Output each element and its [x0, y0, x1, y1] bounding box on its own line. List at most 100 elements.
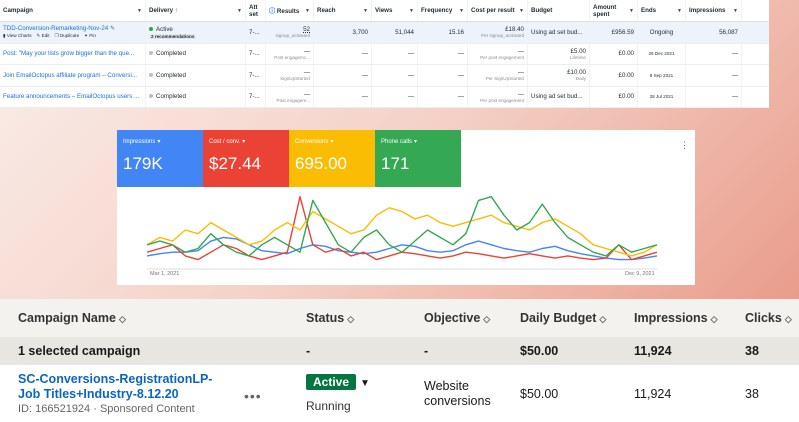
delivery-status: Completed [156, 50, 186, 58]
pin-icon: ✦ [84, 33, 88, 39]
cpr-value: £18.40 [505, 26, 524, 34]
metric-value: $27.44 [209, 154, 261, 173]
col-delivery[interactable]: Delivery ↑ ▼ [146, 0, 246, 21]
campaign-name-link[interactable]: Post: "May your lists grow bigger than t… [3, 50, 135, 58]
delivery-cell: Completed [146, 65, 246, 86]
table-row[interactable]: Join EmailOctopus affiliate program – Co… [0, 65, 769, 87]
col-amount-spent[interactable]: Amount spent ▼ [590, 0, 638, 21]
col-campaign[interactable]: Campaign ▼ [0, 0, 146, 21]
col-budget[interactable]: Budget [528, 0, 590, 21]
status-dropdown[interactable]: Active ▼ [306, 374, 406, 390]
ends-cell: 6 Sep 2021 [638, 65, 686, 86]
caret-down-icon: ▾ [330, 139, 334, 145]
results-value: 52 [303, 26, 310, 34]
col-label: Results [276, 8, 300, 15]
col-status[interactable]: Status ◇ [288, 311, 406, 325]
col-daily-budget[interactable]: Daily Budget ◇ [502, 311, 616, 325]
campaign-name-link[interactable]: SC-Conversions-RegistrationLP-Job Titles… [18, 372, 213, 401]
caret-down-icon: ▼ [409, 7, 414, 14]
col-results[interactable]: ⓘ Results ▼ [266, 0, 314, 21]
campaign-cell: SC-Conversions-RegistrationLP-Job Titles… [0, 372, 288, 415]
col-label: Ends [641, 7, 657, 14]
more-vert-icon[interactable]: ⋮ [680, 140, 689, 150]
table-header: Campaign ▼ Delivery ↑ ▼ Att set ⓘ Results ▼… [0, 0, 769, 22]
col-impressions[interactable]: Impressions ▼ [686, 0, 742, 21]
x-axis-start-label: Mar 1, 2021 [150, 271, 180, 277]
metric-tile-impressions[interactable]: Impressions ▾ 179K [117, 130, 203, 187]
x-axis-end-label: Dec 9, 2021 [625, 271, 655, 277]
cpr-sub: Per SignUpStarted [485, 76, 524, 82]
budget-cell: Using ad set bud... [528, 86, 590, 107]
results-value: — [303, 47, 310, 55]
ends-value: 6 Sep 2021 [649, 72, 674, 78]
cpr-value: — [517, 69, 524, 77]
recommendations-badge[interactable]: 2 recommendations [149, 33, 197, 39]
budget-sub: Daily [575, 76, 586, 82]
more-actions-icon[interactable]: ••• [244, 388, 262, 404]
budget-value: £10.00 [567, 69, 586, 77]
pencil-icon[interactable]: ✎ [109, 25, 116, 33]
cpr-cell: — Per SignUpStarted [468, 65, 528, 86]
campaign-id: ID: 166521924 · Sponsored Content [18, 403, 195, 415]
col-frequency[interactable]: Frequency ▼ [418, 0, 468, 21]
col-campaign-name[interactable]: Campaign Name ◇ [0, 311, 288, 325]
col-cost-per-result[interactable]: Cost per result ▼ [468, 0, 528, 21]
impressions-cell: 56,087 [686, 22, 742, 43]
caret-down-icon: ▼ [360, 378, 370, 389]
col-label: Frequency [421, 7, 453, 14]
campaign-name-link[interactable]: Feature announcements – EmailOctopus use… [3, 93, 140, 101]
status-dot-icon [149, 94, 153, 99]
summary-objective: - [424, 344, 429, 358]
series-line-phone-calls [146, 195, 658, 257]
reach-cell: — [314, 43, 372, 64]
cpr-cell: — Per post engagement [468, 86, 528, 107]
col-clicks[interactable]: Clicks ◇ [727, 311, 799, 325]
metric-label: Phone calls [381, 138, 413, 145]
col-views[interactable]: Views ▼ [372, 0, 418, 21]
col-reach[interactable]: Reach ▼ [314, 0, 372, 21]
row-actions: ▮ View Charts ✎ Edit ❐ Duplicate ✦ Pin [3, 33, 142, 39]
amount-spent-cell: £0.00 [590, 65, 638, 86]
delivery-status: Completed [156, 71, 186, 79]
series-line-impressions [146, 236, 658, 261]
table-row[interactable]: SC-Conversions-RegistrationLP-Job Titles… [0, 365, 799, 422]
campaign-cell: Join EmailOctopus affiliate program – Co… [0, 65, 146, 86]
campaign-name-link[interactable]: Join EmailOctopus affiliate program – Co… [3, 71, 138, 79]
budget-sub: Lifetime [569, 54, 586, 60]
col-objective[interactable]: Objective ◇ [406, 311, 502, 325]
summary-budget: $50.00 [520, 344, 559, 358]
amount-spent-cell: £0.00 [590, 86, 638, 107]
series-line-cost-conv- [146, 195, 658, 261]
frequency-cell: — [418, 65, 468, 86]
attribution-cell: 7-... [246, 22, 266, 43]
caret-down-icon: ▼ [137, 7, 142, 14]
caret-down-icon: ▼ [629, 7, 634, 14]
metric-tile-cost-per-conv[interactable]: Cost / conv. ▾ $27.44 [203, 130, 289, 187]
frequency-cell: 15.16 [418, 22, 468, 43]
table-row[interactable]: Feature announcements – EmailOctopus use… [0, 86, 769, 108]
caret-down-icon: ▼ [733, 7, 738, 14]
col-impressions[interactable]: Impressions ◇ [616, 311, 727, 325]
col-attribution[interactable]: Att set [246, 0, 266, 21]
cpr-value: — [517, 90, 524, 98]
view-charts-action[interactable]: ▮ View Charts [3, 33, 32, 39]
col-label: Att set [249, 3, 258, 18]
chart-icon: ▮ [3, 33, 6, 39]
metric-tile-conversions[interactable]: Conversions ▾ 695.00 [289, 130, 375, 187]
col-label: Status [306, 311, 345, 325]
campaign-name-link[interactable]: TDD-Conversion-Remarketing-Nov-24 ✎ [3, 25, 116, 33]
ends-cell: 28 Jul 2021 [638, 86, 686, 107]
edit-action[interactable]: ✎ Edit [36, 33, 50, 39]
table-row[interactable]: Post: "May your lists grow bigger than t… [0, 43, 769, 65]
col-more[interactable] [742, 0, 769, 21]
col-label: Amount spent [593, 3, 617, 18]
col-ends[interactable]: Ends ▼ [638, 0, 686, 21]
views-cell: — [372, 65, 418, 86]
cpr-sub: Per signup_activated [481, 33, 524, 39]
metric-tile-phone-calls[interactable]: Phone calls ▾ 171 [375, 130, 461, 187]
results-sub: Post engagemc... [274, 54, 310, 60]
duplicate-action[interactable]: ❐ Duplicate [54, 33, 80, 39]
pin-action[interactable]: ✦ Pin [84, 33, 96, 39]
table-row[interactable]: TDD-Conversion-Remarketing-Nov-24 ✎ ▮ Vi… [0, 22, 769, 44]
budget-cell: $50.00 [520, 386, 559, 401]
